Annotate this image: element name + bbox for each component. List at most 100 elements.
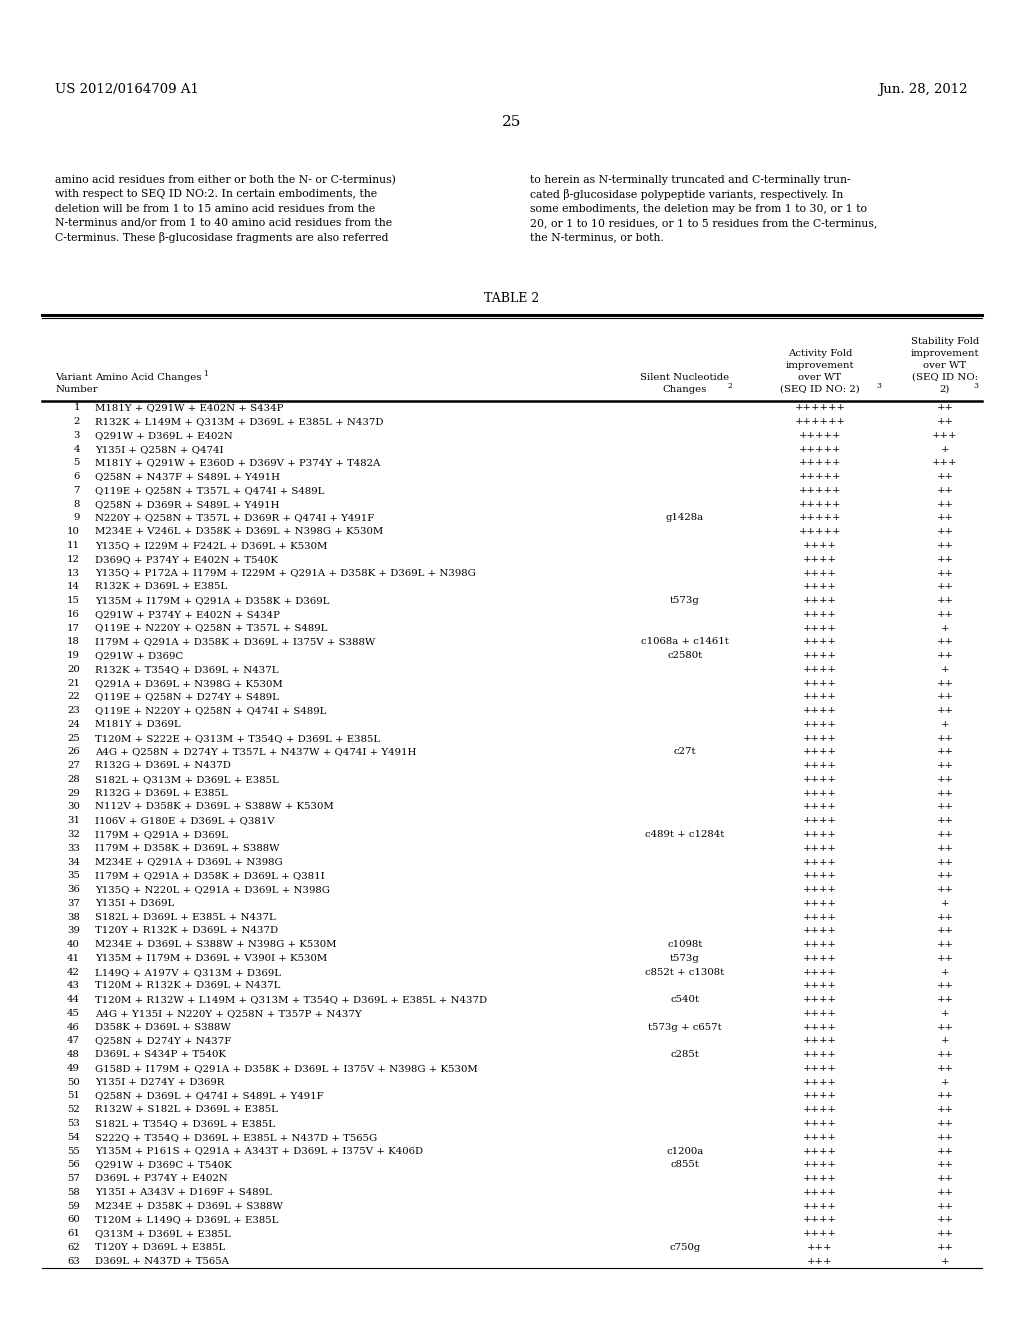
Text: 48: 48 bbox=[68, 1051, 80, 1059]
Text: Jun. 28, 2012: Jun. 28, 2012 bbox=[879, 83, 968, 96]
Text: 18: 18 bbox=[68, 638, 80, 647]
Text: ++: ++ bbox=[937, 597, 953, 605]
Text: Q119E + Q258N + T357L + Q474I + S489L: Q119E + Q258N + T357L + Q474I + S489L bbox=[95, 486, 325, 495]
Text: ++++: ++++ bbox=[803, 927, 837, 936]
Text: +: + bbox=[941, 445, 949, 454]
Text: ++: ++ bbox=[937, 816, 953, 825]
Text: Q258N + D369R + S489L + Y491H: Q258N + D369R + S489L + Y491H bbox=[95, 500, 280, 508]
Text: (SEQ ID NO:: (SEQ ID NO: bbox=[912, 374, 978, 381]
Text: ++++: ++++ bbox=[803, 693, 837, 701]
Text: ++++: ++++ bbox=[803, 1036, 837, 1045]
Text: Activity Fold: Activity Fold bbox=[787, 348, 852, 358]
Text: 27: 27 bbox=[68, 762, 80, 770]
Text: ++: ++ bbox=[937, 995, 953, 1005]
Text: 56: 56 bbox=[68, 1160, 80, 1170]
Text: t573g: t573g bbox=[670, 954, 699, 962]
Text: c540t: c540t bbox=[671, 995, 699, 1005]
Text: improvement: improvement bbox=[910, 348, 979, 358]
Text: D369L + P374Y + E402N: D369L + P374Y + E402N bbox=[95, 1173, 227, 1183]
Text: R132K + L149M + Q313M + D369L + E385L + N437D: R132K + L149M + Q313M + D369L + E385L + … bbox=[95, 417, 384, 426]
Text: 21: 21 bbox=[68, 678, 80, 688]
Text: T120M + S222E + Q313M + T354Q + D369L + E385L: T120M + S222E + Q313M + T354Q + D369L + … bbox=[95, 734, 380, 743]
Text: S222Q + T354Q + D369L + E385L + N437D + T565G: S222Q + T354Q + D369L + E385L + N437D + … bbox=[95, 1133, 377, 1142]
Text: Q119E + Q258N + D274Y + S489L: Q119E + Q258N + D274Y + S489L bbox=[95, 693, 279, 701]
Text: ++++: ++++ bbox=[803, 803, 837, 812]
Text: Number: Number bbox=[55, 385, 97, 393]
Text: Changes: Changes bbox=[663, 385, 708, 393]
Text: ++++: ++++ bbox=[803, 554, 837, 564]
Text: R132K + D369L + E385L: R132K + D369L + E385L bbox=[95, 582, 227, 591]
Text: +: + bbox=[941, 1257, 949, 1266]
Text: ++++: ++++ bbox=[803, 1119, 837, 1129]
Text: 16: 16 bbox=[68, 610, 80, 619]
Text: ++++: ++++ bbox=[803, 981, 837, 990]
Text: +++++: +++++ bbox=[799, 500, 842, 508]
Text: ++: ++ bbox=[937, 1092, 953, 1101]
Text: M234E + Q291A + D369L + N398G: M234E + Q291A + D369L + N398G bbox=[95, 858, 283, 866]
Text: ++: ++ bbox=[937, 486, 953, 495]
Text: +: + bbox=[941, 899, 949, 908]
Text: M234E + D369L + S388W + N398G + K530M: M234E + D369L + S388W + N398G + K530M bbox=[95, 940, 337, 949]
Text: ++: ++ bbox=[937, 706, 953, 715]
Text: M181Y + Q291W + E402N + S434P: M181Y + Q291W + E402N + S434P bbox=[95, 404, 284, 412]
Text: T120M + L149Q + D369L + E385L: T120M + L149Q + D369L + E385L bbox=[95, 1216, 279, 1225]
Text: c852t + c1308t: c852t + c1308t bbox=[645, 968, 725, 977]
Text: (SEQ ID NO: 2): (SEQ ID NO: 2) bbox=[780, 385, 860, 393]
Text: ++: ++ bbox=[937, 1105, 953, 1114]
Text: ++++: ++++ bbox=[803, 1133, 837, 1142]
Text: +: + bbox=[941, 719, 949, 729]
Text: c2580t: c2580t bbox=[668, 651, 702, 660]
Text: ++: ++ bbox=[937, 1160, 953, 1170]
Text: Q258N + D274Y + N437F: Q258N + D274Y + N437F bbox=[95, 1036, 231, 1045]
Text: 14: 14 bbox=[67, 582, 80, 591]
Text: 51: 51 bbox=[68, 1092, 80, 1101]
Text: +++: +++ bbox=[807, 1243, 833, 1251]
Text: R132G + D369L + N437D: R132G + D369L + N437D bbox=[95, 762, 230, 770]
Text: 25: 25 bbox=[68, 734, 80, 743]
Text: ++: ++ bbox=[937, 693, 953, 701]
Text: ++: ++ bbox=[937, 871, 953, 880]
Text: 33: 33 bbox=[67, 843, 80, 853]
Text: over WT: over WT bbox=[799, 374, 842, 381]
Text: 15: 15 bbox=[68, 597, 80, 605]
Text: +: + bbox=[941, 1036, 949, 1045]
Text: ++++: ++++ bbox=[803, 1092, 837, 1101]
Text: Q291W + D369C: Q291W + D369C bbox=[95, 651, 183, 660]
Text: ++: ++ bbox=[937, 912, 953, 921]
Text: 52: 52 bbox=[68, 1105, 80, 1114]
Text: Y135I + Q258N + Q474I: Y135I + Q258N + Q474I bbox=[95, 445, 223, 454]
Text: D358K + D369L + S388W: D358K + D369L + S388W bbox=[95, 1023, 230, 1032]
Text: D369L + S434P + T540K: D369L + S434P + T540K bbox=[95, 1051, 226, 1059]
Text: ++: ++ bbox=[937, 789, 953, 797]
Text: 1: 1 bbox=[74, 404, 80, 412]
Text: M234E + V246L + D358K + D369L + N398G + K530M: M234E + V246L + D358K + D369L + N398G + … bbox=[95, 527, 383, 536]
Text: c855t: c855t bbox=[671, 1160, 699, 1170]
Text: Y135Q + P172A + I179M + I229M + Q291A + D358K + D369L + N398G: Y135Q + P172A + I179M + I229M + Q291A + … bbox=[95, 569, 476, 578]
Text: c1068a + c1461t: c1068a + c1461t bbox=[641, 638, 729, 647]
Text: 23: 23 bbox=[68, 706, 80, 715]
Text: N-terminus and/or from 1 to 40 amino acid residues from the: N-terminus and/or from 1 to 40 amino aci… bbox=[55, 218, 392, 228]
Text: R132W + S182L + D369L + E385L: R132W + S182L + D369L + E385L bbox=[95, 1105, 278, 1114]
Text: T120Y + R132K + D369L + N437D: T120Y + R132K + D369L + N437D bbox=[95, 927, 279, 936]
Text: ++: ++ bbox=[937, 1023, 953, 1032]
Text: 57: 57 bbox=[68, 1173, 80, 1183]
Text: 50: 50 bbox=[68, 1077, 80, 1086]
Text: ++: ++ bbox=[937, 554, 953, 564]
Text: ++++: ++++ bbox=[803, 1188, 837, 1197]
Text: 2: 2 bbox=[74, 417, 80, 426]
Text: ++: ++ bbox=[937, 1147, 953, 1155]
Text: A4G + Q258N + D274Y + T357L + N437W + Q474I + Y491H: A4G + Q258N + D274Y + T357L + N437W + Q4… bbox=[95, 747, 417, 756]
Text: ++: ++ bbox=[937, 762, 953, 770]
Text: ++++: ++++ bbox=[803, 884, 837, 894]
Text: +++++: +++++ bbox=[799, 486, 842, 495]
Text: +: + bbox=[941, 665, 949, 673]
Text: ++: ++ bbox=[937, 1173, 953, 1183]
Text: 44: 44 bbox=[67, 995, 80, 1005]
Text: ++: ++ bbox=[937, 858, 953, 866]
Text: ++++: ++++ bbox=[803, 858, 837, 866]
Text: ++++: ++++ bbox=[803, 1008, 837, 1018]
Text: 34: 34 bbox=[67, 858, 80, 866]
Text: ++: ++ bbox=[937, 1216, 953, 1225]
Text: Q291W + D369L + E402N: Q291W + D369L + E402N bbox=[95, 430, 232, 440]
Text: +++: +++ bbox=[807, 1257, 833, 1266]
